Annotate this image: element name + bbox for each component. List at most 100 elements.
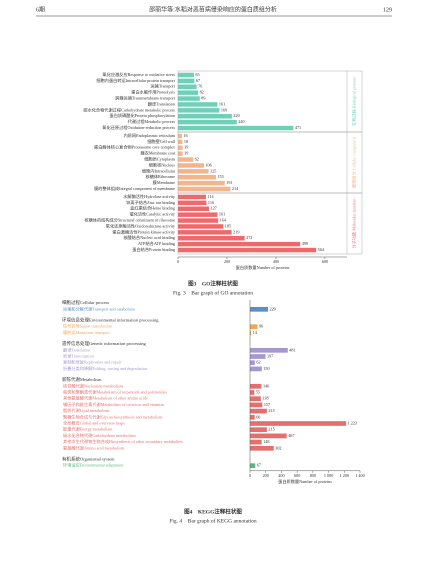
value-label: 67 xyxy=(196,78,200,83)
bar xyxy=(178,180,225,186)
bar xyxy=(250,414,255,420)
bar xyxy=(178,133,182,139)
bar xyxy=(178,230,232,235)
category-label: 翻译Translation xyxy=(148,100,176,107)
category-label: 内质网Endoplasmic reticulum xyxy=(123,132,175,139)
value-label: 215 xyxy=(268,408,274,413)
value-label: 197 xyxy=(267,353,273,358)
bar xyxy=(250,427,267,433)
group-label: 新陈代谢Metabolism xyxy=(62,376,102,383)
category-label: 水解酶活性Hydrolase activity xyxy=(123,193,176,200)
bar xyxy=(178,157,194,162)
bar xyxy=(178,247,317,253)
value-label: 106 xyxy=(205,162,211,167)
category-label: 全局概览Global and overview maps xyxy=(63,419,125,426)
header-center: 邵丽华等:水稻对恶苗病侵染响应的蛋白质组分析 xyxy=(149,5,277,13)
category-label: 辅因子和维生素代谢Metabolism of cofactors and vit… xyxy=(63,401,165,408)
value-label: 214 xyxy=(232,186,239,191)
group-label: 细胞组分 Cellular component xyxy=(350,136,357,188)
category-label: 环境适应Environmental adaptation xyxy=(63,462,124,469)
value-label: 157 xyxy=(264,402,270,407)
category-label: 细胞核Nucleus xyxy=(149,161,176,168)
bar xyxy=(178,78,195,84)
header-left: 6期 xyxy=(36,5,45,13)
category-label: 氧化还原酶活性Oxidoreductase activity xyxy=(106,222,176,229)
bar xyxy=(250,347,288,353)
category-label: 膜的整体组成Integral component of membrane xyxy=(94,185,175,192)
value-label: 1 223 xyxy=(348,420,357,425)
bar xyxy=(178,163,204,168)
value-label: 219 xyxy=(233,229,239,234)
value-label: 62 xyxy=(195,157,199,162)
category-label: 信号转导Signal transduction xyxy=(63,323,113,330)
category-label: 血红素结合Heme binding xyxy=(130,205,176,212)
value-label: 148 xyxy=(263,439,269,444)
bar xyxy=(178,119,237,125)
value-label: 116 xyxy=(208,200,214,205)
bar xyxy=(178,169,209,174)
bar xyxy=(178,96,200,101)
value-label: 164 xyxy=(220,218,227,223)
bar xyxy=(250,396,261,402)
category-label: 复制和修复Replication and repair xyxy=(63,359,122,366)
x-tick-label: 400 xyxy=(278,473,284,478)
category-label: 其他氨基酸代谢Metabolism of other amino acids xyxy=(63,395,148,402)
category-label: 细胞壁Cell wall xyxy=(147,138,176,145)
value-label: 564 xyxy=(318,247,325,252)
bar xyxy=(178,175,216,180)
category-label: 膜转运Membrane transport xyxy=(63,329,110,336)
value-label: 467 xyxy=(288,433,294,438)
bar xyxy=(178,114,232,119)
value-label: 16 xyxy=(183,133,187,138)
bar xyxy=(250,402,263,408)
bar xyxy=(250,433,287,439)
x-tick-label: 0 xyxy=(177,259,179,264)
bar xyxy=(178,200,207,206)
x-tick-label: 1 200 xyxy=(340,473,349,478)
category-label: 蛋白水解作用Proteolysis xyxy=(131,89,175,96)
x-tick-label: 0 xyxy=(249,473,251,478)
group-label: 环境信息处理Environmental information processi… xyxy=(62,317,159,324)
value-label: 191 xyxy=(226,180,232,185)
category-label: 催化活性Catalytic activity xyxy=(130,211,176,218)
bar xyxy=(250,306,268,312)
category-label: 脂质代谢Lipid metabolism xyxy=(63,407,110,414)
x-tick-label: 200 xyxy=(224,259,230,264)
bar xyxy=(250,330,252,336)
category-label: 氧化还原过程Oxidation-reduction process xyxy=(102,124,175,131)
bar xyxy=(178,145,183,150)
caption-en: Fig. 3 Bar graph of GO annotation xyxy=(173,289,253,296)
value-label: 138 xyxy=(262,396,268,401)
value-label: 60 xyxy=(256,414,260,419)
bar xyxy=(178,186,231,192)
bar xyxy=(178,236,245,241)
category-label: 运输和分解代谢Transport and catabolism xyxy=(63,305,135,312)
bar xyxy=(250,390,255,395)
bar xyxy=(250,354,266,359)
value-label: 220 xyxy=(233,113,239,118)
value-label: 161 xyxy=(219,101,225,106)
category-label: 蛋白结合Protein binding xyxy=(132,246,176,253)
bar xyxy=(178,224,224,229)
group-label: 生物过程 Biological process xyxy=(350,77,357,126)
category-label: 蛋白质磷酸化Protein phosphorylation xyxy=(110,112,176,119)
caption-cn: 图3 GO注释柱状图 xyxy=(188,279,238,287)
value-label: 240 xyxy=(238,119,244,124)
bar xyxy=(178,139,183,145)
category-label: ATP结合ATP binding xyxy=(138,240,176,247)
category-label: 能量代谢Energy metabolism xyxy=(63,426,113,433)
category-label: 蛋白激酶活性Protein kinase activity xyxy=(112,228,175,235)
value-label: 89 xyxy=(201,96,205,101)
x-tick-label: 400 xyxy=(273,259,279,264)
category-label: 细胞内Intracellular xyxy=(142,167,176,174)
x-tick-label: 200 xyxy=(263,473,269,478)
bar xyxy=(250,324,258,330)
value-label: 215 xyxy=(268,427,274,432)
bar xyxy=(178,108,220,113)
bar xyxy=(178,212,218,217)
bar xyxy=(178,102,218,107)
caption-en: Fig. 4 Bar graph of KEGG annotation xyxy=(169,517,257,524)
category-label: 代谢过程Metabolic process xyxy=(128,118,176,125)
value-label: 67 xyxy=(257,463,261,468)
